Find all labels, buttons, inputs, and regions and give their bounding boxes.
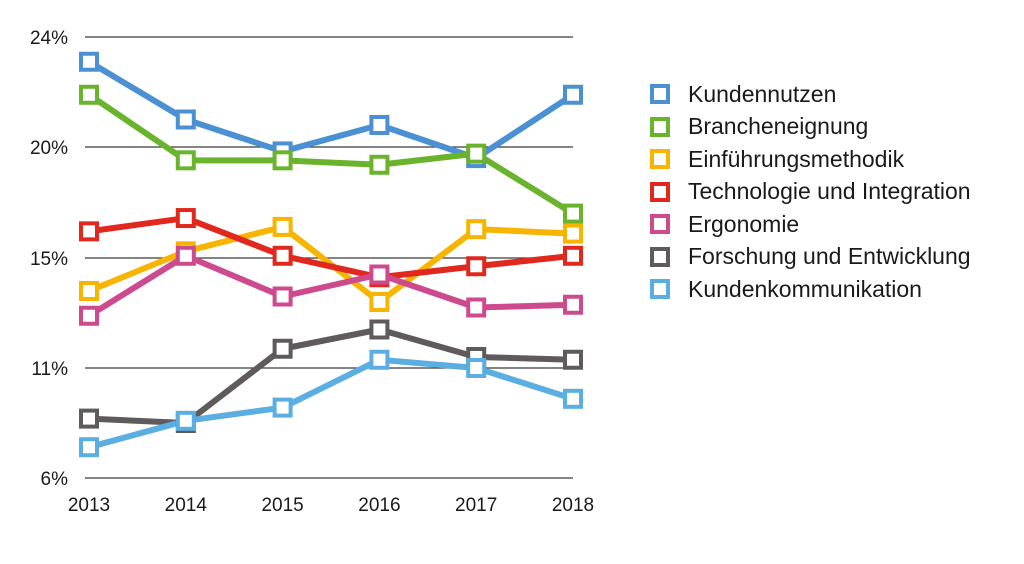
legend-label: Kundenkommunikation bbox=[688, 275, 922, 302]
x-axis-tick-labels: 2013 2014 2015 2016 2017 2018 bbox=[68, 495, 594, 516]
data-point-marker bbox=[563, 349, 583, 370]
y-tick-label: 20% bbox=[30, 138, 68, 159]
x-tick-label: 2018 bbox=[552, 495, 594, 516]
legend-item: Einführungsmethodik bbox=[650, 143, 971, 176]
data-point-marker bbox=[369, 264, 390, 285]
data-point-marker bbox=[79, 437, 99, 458]
data-point-marker bbox=[563, 388, 583, 409]
series-line bbox=[86, 252, 576, 319]
x-tick-label: 2014 bbox=[165, 495, 208, 516]
legend-item: Forschung und Entwicklung bbox=[650, 241, 971, 274]
legend-swatch-icon bbox=[650, 116, 670, 137]
y-tick-label: 11% bbox=[31, 359, 68, 380]
legend-swatch-icon bbox=[650, 279, 670, 300]
data-point-marker bbox=[79, 221, 99, 242]
legend-swatch-icon bbox=[650, 181, 670, 202]
y-tick-label: 15% bbox=[30, 249, 68, 270]
x-tick-label: 2013 bbox=[68, 495, 110, 516]
data-point-marker bbox=[563, 203, 583, 224]
data-point-marker bbox=[79, 305, 99, 326]
data-point-marker bbox=[272, 216, 293, 237]
data-point-marker bbox=[272, 338, 293, 359]
data-point-marker bbox=[272, 397, 293, 418]
legend-item: Kundennutzen bbox=[650, 78, 971, 111]
data-point-marker bbox=[175, 410, 196, 431]
data-point-marker bbox=[563, 223, 583, 244]
legend-label: Technologie und Integration bbox=[688, 178, 971, 205]
legend-item: Brancheneignung bbox=[650, 111, 971, 144]
data-point-marker bbox=[466, 256, 487, 277]
y-tick-label: 24% bbox=[30, 28, 68, 49]
line-chart: 6% 11% 15% 20% 24% 2013 2014 2015 2016 2017 2018 bbox=[30, 28, 594, 516]
data-point-marker bbox=[563, 245, 583, 266]
legend-swatch-icon bbox=[650, 246, 670, 267]
data-point-marker bbox=[563, 84, 583, 105]
data-point-marker bbox=[369, 349, 390, 370]
legend-item: Ergonomie bbox=[650, 208, 971, 241]
series-line bbox=[86, 58, 576, 162]
data-point-marker bbox=[175, 109, 196, 130]
data-point-marker bbox=[466, 358, 487, 378]
data-point-marker bbox=[369, 115, 390, 135]
data-point-marker bbox=[369, 154, 390, 175]
series-markers bbox=[79, 51, 583, 458]
y-tick-label: 6% bbox=[41, 469, 69, 490]
data-point-marker bbox=[79, 281, 99, 301]
data-point-marker bbox=[563, 294, 583, 315]
legend-swatch-icon bbox=[650, 214, 670, 235]
data-point-marker bbox=[466, 143, 487, 164]
legend-label: Kundennutzen bbox=[688, 80, 837, 107]
series-line bbox=[86, 91, 576, 217]
data-point-marker bbox=[369, 319, 390, 340]
legend-label: Einführungsmethodik bbox=[688, 145, 905, 172]
series-line bbox=[86, 356, 576, 451]
legend-swatch-icon bbox=[650, 84, 670, 105]
data-point-marker bbox=[369, 292, 390, 312]
data-point-marker bbox=[272, 245, 293, 266]
data-point-marker bbox=[175, 150, 196, 171]
series-line bbox=[86, 215, 576, 281]
data-point-marker bbox=[79, 51, 99, 72]
legend-label: Brancheneignung bbox=[688, 113, 869, 140]
data-point-marker bbox=[272, 150, 293, 171]
x-tick-label: 2015 bbox=[261, 495, 303, 516]
legend-item: Kundenkommunikation bbox=[650, 273, 971, 306]
data-point-marker bbox=[466, 297, 487, 318]
y-axis-tick-labels: 6% 11% 15% 20% 24% bbox=[30, 28, 68, 490]
legend-label: Ergonomie bbox=[688, 210, 800, 237]
legend: Kundennutzen Brancheneignung Einführungsme… bbox=[650, 78, 971, 306]
data-point-marker bbox=[175, 208, 196, 229]
data-point-marker bbox=[79, 408, 99, 429]
legend-label: Forschung und Entwicklung bbox=[688, 243, 971, 270]
x-tick-label: 2016 bbox=[358, 495, 400, 516]
legend-swatch-icon bbox=[650, 149, 670, 170]
series-lines bbox=[86, 58, 576, 451]
data-point-marker bbox=[79, 84, 99, 105]
x-tick-label: 2017 bbox=[455, 495, 497, 516]
data-point-marker bbox=[466, 219, 487, 240]
legend-item: Technologie und Integration bbox=[650, 176, 971, 209]
data-point-marker bbox=[272, 286, 293, 307]
data-point-marker bbox=[175, 245, 196, 266]
